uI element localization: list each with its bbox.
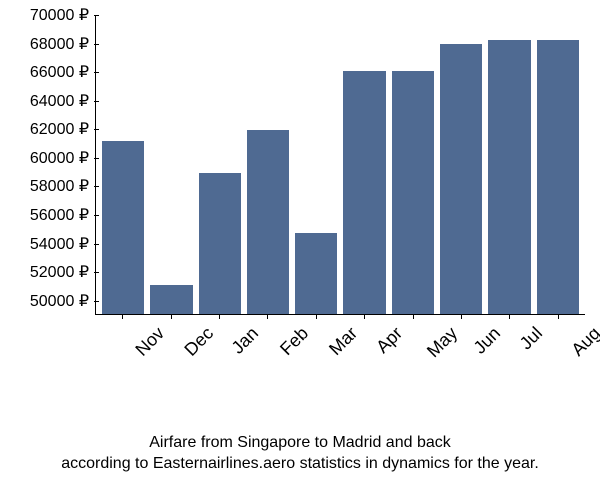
plot-area	[95, 15, 585, 315]
x-tick-label: Dec	[180, 323, 217, 360]
x-tick-mark	[413, 314, 414, 319]
y-tick-label: 60000 ₽	[30, 148, 89, 168]
x-tick-label: Mar	[325, 323, 362, 360]
chart-caption: Airfare from Singapore to Madrid and bac…	[0, 432, 600, 475]
x-tick-label: Jan	[228, 323, 263, 358]
bar	[247, 130, 289, 314]
x-tick-mark	[509, 314, 510, 319]
x-tick-label: Jul	[516, 323, 547, 354]
x-tick-mark	[171, 314, 172, 319]
y-tick-label: 52000 ₽	[30, 262, 89, 282]
y-tick-label: 68000 ₽	[30, 34, 89, 54]
caption-line-2: according to Easternairlines.aero statis…	[61, 455, 539, 472]
y-tick-label: 64000 ₽	[30, 91, 89, 111]
y-tick-label: 62000 ₽	[30, 119, 89, 139]
x-tick-label: Jun	[470, 323, 505, 358]
chart: 50000 ₽ 52000 ₽ 54000 ₽ 56000 ₽ 58000 ₽ 60000…	[15, 15, 585, 395]
y-tick-label: 54000 ₽	[30, 234, 89, 254]
x-axis: NovDecJanFebMarAprMayJunJulAug	[95, 321, 585, 381]
x-tick-label: Nov	[132, 323, 169, 360]
bar	[392, 71, 434, 314]
bar	[295, 233, 337, 314]
bar	[537, 40, 579, 314]
bar	[199, 173, 241, 314]
y-tick-label: 50000 ₽	[30, 291, 89, 311]
bars-container	[96, 15, 585, 314]
x-tick-mark	[219, 314, 220, 319]
y-axis: 50000 ₽ 52000 ₽ 54000 ₽ 56000 ₽ 58000 ₽ 60000…	[15, 15, 95, 315]
x-tick-label: Feb	[277, 323, 314, 360]
x-tick-mark	[461, 314, 462, 319]
caption-line-1: Airfare from Singapore to Madrid and bac…	[149, 434, 450, 451]
bar	[343, 71, 385, 314]
bar	[440, 44, 482, 314]
bar	[102, 141, 144, 314]
x-tick-mark	[558, 314, 559, 319]
x-tick-label: Apr	[372, 323, 407, 358]
x-tick-label: May	[423, 323, 462, 362]
y-tick-label: 66000 ₽	[30, 62, 89, 82]
y-tick-label: 56000 ₽	[30, 205, 89, 225]
x-tick-mark	[122, 314, 123, 319]
bar	[150, 285, 192, 314]
x-tick-label: Aug	[567, 323, 600, 360]
x-tick-mark	[267, 314, 268, 319]
y-tick-label: 70000 ₽	[30, 5, 89, 25]
x-tick-mark	[316, 314, 317, 319]
y-tick-label: 58000 ₽	[30, 176, 89, 196]
x-tick-mark	[364, 314, 365, 319]
bar	[488, 40, 530, 314]
